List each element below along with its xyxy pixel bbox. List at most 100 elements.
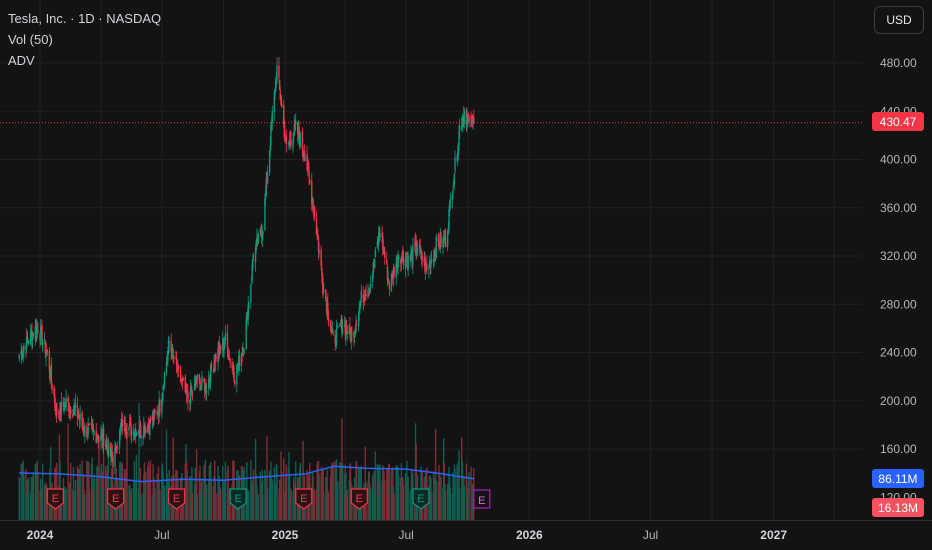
candle-body (290, 140, 292, 145)
candle-body (318, 250, 320, 253)
price-tick-label: 280.00 (880, 297, 917, 311)
candle-body (264, 192, 267, 200)
price-tick-label: 240.00 (880, 346, 917, 360)
volume-bar (163, 486, 166, 520)
candle-body (386, 266, 389, 280)
volume-bar (407, 476, 409, 520)
volume-bar (248, 490, 250, 520)
earnings-marker-label: E (52, 493, 59, 505)
candle-body (173, 356, 175, 359)
candle-body (78, 419, 81, 421)
candle-body (321, 273, 324, 286)
candle-body (412, 245, 414, 265)
candle-body (270, 124, 272, 146)
candle-body (232, 366, 234, 369)
candle-body (234, 381, 236, 385)
volume-indicator-label[interactable]: Vol (50) (8, 32, 53, 47)
candle-body (284, 133, 286, 139)
currency-button[interactable]: USD (874, 6, 924, 34)
candle-body (109, 443, 111, 455)
candle-body (280, 102, 283, 108)
candle-body (102, 426, 105, 446)
candle-body (345, 326, 347, 339)
volume-bar (266, 436, 268, 520)
candle-body (457, 152, 459, 162)
candle-body (262, 232, 264, 235)
candle-body (116, 451, 118, 453)
candle-body (184, 377, 186, 393)
candle-body (96, 438, 98, 443)
candle-body (355, 324, 358, 326)
candle-body (398, 257, 400, 260)
candle-body (365, 294, 367, 297)
volume-bar (327, 492, 330, 520)
candle-body (182, 379, 184, 381)
candle-body (438, 241, 440, 248)
candle-body (283, 120, 286, 137)
candle-body (93, 433, 95, 435)
volume-bar (335, 459, 338, 520)
candle-body (288, 141, 290, 146)
candle-body (220, 345, 222, 350)
candle-body (379, 233, 381, 238)
candle-body (41, 326, 43, 345)
candle-body (454, 157, 456, 171)
symbol-title[interactable]: Tesla, Inc. · 1D · NASDAQ (8, 11, 162, 26)
earnings-marker-shield (46, 488, 64, 510)
candle-body (172, 349, 174, 354)
candle-body (438, 247, 441, 249)
candle-body (304, 157, 306, 161)
candle-body (218, 342, 221, 356)
candle-body (153, 410, 156, 412)
candle-body (228, 356, 231, 358)
candle-body (70, 409, 72, 414)
volume-bar (434, 428, 437, 520)
candle-body (140, 435, 142, 439)
volume-bar (196, 493, 199, 520)
candle-body (124, 416, 126, 431)
candle-body (203, 378, 205, 383)
volume-bar (204, 460, 207, 520)
candle-body (254, 247, 257, 263)
candle-body (369, 284, 372, 288)
volume-bar (67, 423, 69, 520)
volume-bar (384, 480, 386, 520)
candle-body (323, 289, 325, 292)
candle-body (25, 335, 28, 349)
candle-body (442, 237, 444, 247)
candle-body (446, 230, 449, 247)
volume-bar (282, 458, 285, 520)
candle-body (229, 358, 231, 363)
adv-indicator-label[interactable]: ADV (8, 53, 35, 68)
candle-body (43, 338, 46, 342)
candle-body (372, 262, 375, 273)
volume-bar (220, 488, 222, 520)
earnings-marker-label: E (112, 493, 119, 505)
candle-body (257, 233, 259, 243)
candle-body (210, 363, 213, 371)
candle-body (125, 429, 128, 433)
candle-body (278, 65, 280, 79)
candle-body (157, 411, 159, 413)
candle-body (337, 326, 339, 328)
candle-body (449, 200, 452, 204)
candle-body (23, 346, 25, 351)
volume-bar (102, 442, 105, 520)
candle-body (397, 257, 399, 269)
time-tick-label: 2025 (272, 528, 299, 542)
volume-bar (60, 491, 63, 520)
candle-body (96, 435, 99, 438)
earnings-marker: E (107, 488, 125, 510)
volume-bar (88, 489, 91, 520)
candle-body (430, 259, 432, 268)
candle-body (78, 414, 80, 418)
candle-body (471, 115, 474, 121)
candle-body (112, 456, 114, 468)
candle-body (87, 426, 89, 435)
volume-bar (139, 468, 142, 520)
volume-bar (98, 435, 100, 520)
candle-body (395, 263, 397, 278)
volume-bar (222, 466, 224, 520)
